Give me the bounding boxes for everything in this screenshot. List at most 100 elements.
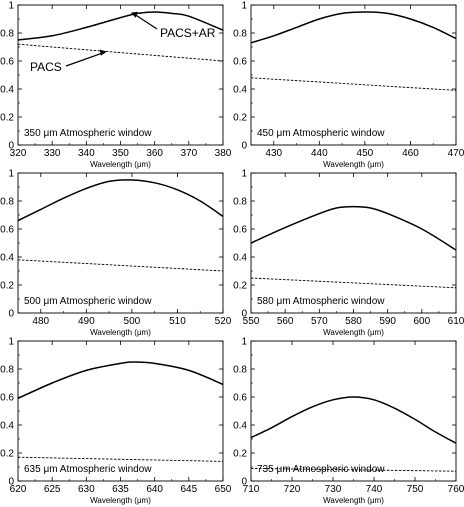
x-tick-label: 520 — [215, 316, 232, 327]
x-tick-label: 560 — [277, 316, 294, 327]
pacs-ar-series-line — [17, 11, 224, 41]
pacs-series-line — [250, 467, 457, 472]
x-tick-label: 720 — [284, 484, 301, 495]
x-axis-label: Wavelength (μm) — [90, 496, 151, 505]
chart-panel: 320 330 340 350 360 370 380 0 0.2 0.4 0.6 0.8 1 350 μ… — [0, 1, 232, 170]
x-axis-label: Wavelength (μm) — [323, 328, 384, 337]
x-tick-label: 330 — [44, 148, 61, 159]
y-tick-label: 0.6 — [233, 225, 247, 236]
y-tick-label: 0.4 — [0, 253, 14, 264]
x-tick-label: 370 — [180, 148, 197, 159]
y-tick-label: 0.6 — [0, 225, 14, 236]
y-tick-label: 0.4 — [0, 85, 14, 96]
pacs-ar-series-line — [250, 11, 457, 44]
y-tick-label: 0.8 — [0, 29, 14, 40]
window-annotation: 580 μm Atmospheric window — [257, 296, 385, 307]
y-tick-label: 0 — [8, 477, 14, 488]
chart-panel: 480 490 500 510 520 0 0.2 0.4 0.6 0.8 1 500 μm Atmo… — [0, 169, 232, 338]
x-tick-label: 625 — [44, 484, 61, 495]
plot-frame — [17, 340, 224, 482]
pacs-ar-arrow — [133, 13, 158, 30]
x-tick-label: 340 — [78, 148, 95, 159]
x-tick-label: 320 — [10, 148, 27, 159]
window-annotation: 350 μm Atmospheric window — [24, 128, 152, 139]
arrowhead-icon — [130, 11, 138, 18]
plot-frame — [17, 172, 224, 314]
pacs-series-line — [17, 456, 224, 462]
y-tick-label: 0.8 — [233, 29, 247, 40]
chart-panel: 430 440 450 460 470 0 0.2 0.4 0.6 0.8 1 450 μm Atmo… — [233, 1, 464, 170]
x-tick-label: 750 — [407, 484, 424, 495]
y-tick-label: 1 — [241, 1, 247, 12]
x-tick-label: 580 — [345, 316, 362, 327]
x-tick-label: 590 — [379, 316, 396, 327]
y-tick-label: 0 — [8, 309, 14, 320]
x-tick-label: 620 — [10, 484, 27, 495]
x-tick-label: 510 — [169, 316, 186, 327]
pacs-ar-series-line — [250, 396, 457, 444]
x-tick-label: 630 — [78, 484, 95, 495]
chart-panel: 620 625 630 635 640 645 650 0 0.2 0.4 0.6 0.8 1 635 μ… — [0, 337, 232, 506]
pacs-series-line — [17, 43, 224, 62]
pacs-ar-series-line — [17, 179, 224, 222]
x-axis-label: Wavelength (μm) — [323, 496, 384, 505]
y-tick-label: 1 — [8, 1, 14, 12]
y-tick-label: 0.2 — [0, 449, 14, 460]
x-tick-label: 380 — [215, 148, 232, 159]
y-tick-label: 0.8 — [0, 197, 14, 208]
y-tick-label: 0.2 — [233, 281, 247, 292]
x-tick-label: 470 — [448, 148, 464, 159]
y-tick-label: 0.8 — [0, 365, 14, 376]
x-tick-label: 440 — [311, 148, 328, 159]
x-tick-label: 480 — [32, 316, 49, 327]
window-annotation: 635 μm Atmospheric window — [24, 464, 152, 475]
y-tick-label: 1 — [8, 337, 14, 348]
x-tick-label: 635 — [112, 484, 129, 495]
y-tick-label: 0.4 — [0, 421, 14, 432]
pacs-ar-series-line — [17, 361, 224, 400]
x-tick-label: 550 — [243, 316, 260, 327]
y-tick-label: 0.6 — [233, 57, 247, 68]
x-tick-label: 570 — [311, 316, 328, 327]
y-tick-label: 0.2 — [233, 449, 247, 460]
y-tick-label: 0 — [8, 141, 14, 152]
y-tick-label: 1 — [241, 169, 247, 180]
y-tick-label: 0.2 — [233, 113, 247, 124]
y-tick-label: 0.6 — [233, 393, 247, 404]
pacs-series-line — [250, 77, 457, 91]
chart-panel: 710 720 730 740 750 760 0 0.2 0.4 0.6 0.8 1 735 μm A… — [233, 337, 464, 506]
x-tick-label: 460 — [402, 148, 419, 159]
x-tick-label: 710 — [243, 484, 260, 495]
x-tick-label: 450 — [357, 148, 374, 159]
y-tick-label: 0.4 — [233, 421, 247, 432]
x-tick-label: 760 — [448, 484, 464, 495]
x-tick-label: 640 — [146, 484, 163, 495]
y-tick-label: 1 — [8, 169, 14, 180]
x-tick-label: 610 — [448, 316, 464, 327]
x-axis-label: Wavelength (μm) — [323, 160, 384, 169]
x-axis-label: Wavelength (μm) — [90, 328, 151, 337]
x-axis-label: Wavelength (μm) — [90, 160, 151, 169]
y-tick-label: 1 — [241, 337, 247, 348]
y-tick-label: 0.6 — [0, 393, 14, 404]
series-label-pacs: PACS — [30, 60, 62, 74]
arrowhead-icon — [99, 49, 107, 56]
y-tick-label: 0.6 — [0, 57, 14, 68]
x-tick-label: 500 — [124, 316, 141, 327]
plot-frame — [250, 340, 457, 482]
plot-frame — [250, 4, 457, 146]
x-tick-label: 430 — [265, 148, 282, 159]
y-tick-label: 0 — [241, 477, 247, 488]
y-tick-label: 0 — [241, 309, 247, 320]
plot-frame — [250, 172, 457, 314]
x-tick-label: 600 — [413, 316, 430, 327]
window-annotation: 450 μm Atmospheric window — [257, 128, 385, 139]
pacs-ar-series-line — [250, 205, 457, 251]
chart-panel: 550 560 570 580 590 600 610 0 0.2 0.4 0.6 0.8 1 580 μ… — [233, 169, 464, 338]
window-annotation: 735 μm Atmospheric window — [257, 464, 385, 475]
x-tick-label: 650 — [215, 484, 232, 495]
y-tick-label: 0.8 — [233, 197, 247, 208]
window-annotation: 500 μm Atmospheric window — [24, 296, 152, 307]
y-tick-label: 0 — [241, 141, 247, 152]
